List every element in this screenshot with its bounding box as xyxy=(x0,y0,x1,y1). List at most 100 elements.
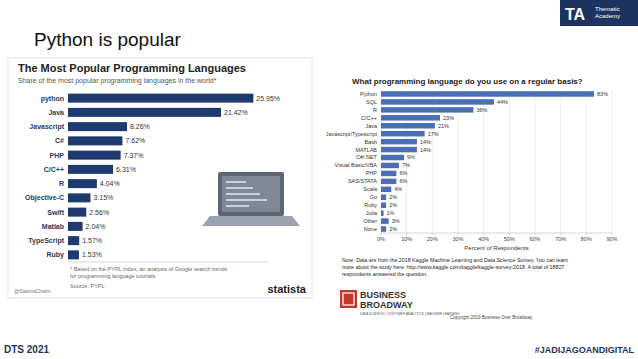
bar xyxy=(381,163,399,169)
data-label: 14% xyxy=(420,139,431,145)
tick xyxy=(535,233,536,235)
tick xyxy=(432,233,433,235)
bar xyxy=(68,136,122,145)
tick xyxy=(406,233,407,235)
data-label: 21% xyxy=(438,123,449,129)
category-label: Java xyxy=(365,123,378,129)
brand-name: Academy xyxy=(595,13,620,19)
footnote: for programming language tutorials. xyxy=(70,273,157,279)
tick xyxy=(483,233,484,235)
source: Source: PYPL xyxy=(70,283,105,289)
data-label: 6.31% xyxy=(116,166,136,173)
category-label: C/C++ xyxy=(44,166,64,173)
data-label: 8.26% xyxy=(130,123,150,130)
data-label: 83% xyxy=(597,91,608,97)
tick-label: 70% xyxy=(555,236,566,242)
data-label: 3% xyxy=(392,218,400,224)
logo: statista xyxy=(267,283,306,295)
slide: Python is popularTAThematicAcademyDTS 20… xyxy=(0,0,638,359)
bar xyxy=(381,123,435,129)
data-label: 25.95% xyxy=(256,95,280,102)
tick-label: 80% xyxy=(581,236,592,242)
chart-title: The Most Popular Programming Languages xyxy=(18,62,246,74)
category-label: Other xyxy=(363,218,377,224)
category-label: Visual Basic/VBA xyxy=(335,162,378,168)
logo-text: BROADWAY xyxy=(360,300,413,310)
bar xyxy=(68,222,83,231)
category-label: PHP xyxy=(50,152,65,159)
category-label: C# xyxy=(55,137,64,144)
footer-right: #JADIJAGOANDIGITAL xyxy=(535,345,635,355)
data-label: 6% xyxy=(399,178,407,184)
copyright: Copyright 2019 Business Over Broadway xyxy=(450,315,533,320)
bar xyxy=(68,165,113,174)
logo-text: BUSINESS xyxy=(360,290,406,300)
category-label: Ruby xyxy=(364,202,377,208)
data-label: 2% xyxy=(389,194,397,200)
data-label: 3.15% xyxy=(94,194,114,201)
tick xyxy=(560,233,561,235)
category-label: Bash xyxy=(364,139,377,145)
category-label: Javascript/Typescript xyxy=(326,131,378,137)
chart-subtitle: Share of the most popular programming la… xyxy=(18,77,217,85)
grid-line xyxy=(535,90,536,233)
bar xyxy=(381,131,425,137)
data-label: 2% xyxy=(389,202,397,208)
bar xyxy=(68,94,253,103)
grid-line xyxy=(509,90,510,233)
category-label: Javascript xyxy=(29,123,64,131)
logo-icon-mark xyxy=(343,293,354,305)
category-label: Swift xyxy=(47,209,64,216)
laptop-code xyxy=(226,193,260,195)
category-label: R xyxy=(59,180,64,187)
category-label: Scala xyxy=(363,186,378,192)
laptop-code xyxy=(226,199,267,201)
tick-label: 40% xyxy=(478,236,489,242)
bar xyxy=(68,122,127,131)
category-label: Go xyxy=(370,194,377,200)
note: more about the study here: http://www.ka… xyxy=(342,264,564,270)
bar xyxy=(381,91,594,97)
x-axis xyxy=(381,233,612,234)
category-label: Julia xyxy=(366,210,378,216)
tick xyxy=(509,233,510,235)
data-label: 36% xyxy=(476,107,487,113)
data-label: 14% xyxy=(420,147,431,153)
brand-name: Thematic xyxy=(595,6,620,12)
data-label: 23% xyxy=(443,115,454,121)
data-label: 1.57% xyxy=(82,237,102,244)
axis-title: Percent of Respondents xyxy=(464,245,528,251)
data-label: 9% xyxy=(407,154,415,160)
tick-label: 90% xyxy=(606,236,617,242)
tick-label: 50% xyxy=(504,236,515,242)
data-label: 7.62% xyxy=(125,137,145,144)
bar xyxy=(381,147,417,153)
tick-label: 0% xyxy=(377,236,385,242)
category-label: R xyxy=(373,107,377,113)
category-label: SQL xyxy=(366,99,377,105)
chart-frame xyxy=(8,58,312,298)
bar xyxy=(381,155,404,161)
grid-line xyxy=(612,90,613,233)
category-label: SAS/STATA xyxy=(348,178,377,184)
bar xyxy=(68,208,86,217)
laptop-code xyxy=(226,181,246,183)
data-label: 4.04% xyxy=(100,180,120,187)
category-label: Matlab xyxy=(42,223,64,230)
tick-label: 60% xyxy=(529,236,540,242)
footer-left: DTS 2021 xyxy=(4,344,49,355)
brand-box xyxy=(560,0,638,26)
data-label: 7% xyxy=(402,162,410,168)
bar xyxy=(68,179,97,188)
bar xyxy=(381,99,494,105)
laptop-base xyxy=(202,216,300,226)
tick-label: 20% xyxy=(427,236,438,242)
grid-line xyxy=(560,90,561,233)
data-label: 44% xyxy=(497,99,508,105)
tick xyxy=(381,233,382,235)
x-axis xyxy=(68,262,268,263)
bar xyxy=(381,210,384,216)
bar xyxy=(381,218,389,224)
tick-label: 10% xyxy=(401,236,412,242)
category-label: python xyxy=(41,95,64,103)
